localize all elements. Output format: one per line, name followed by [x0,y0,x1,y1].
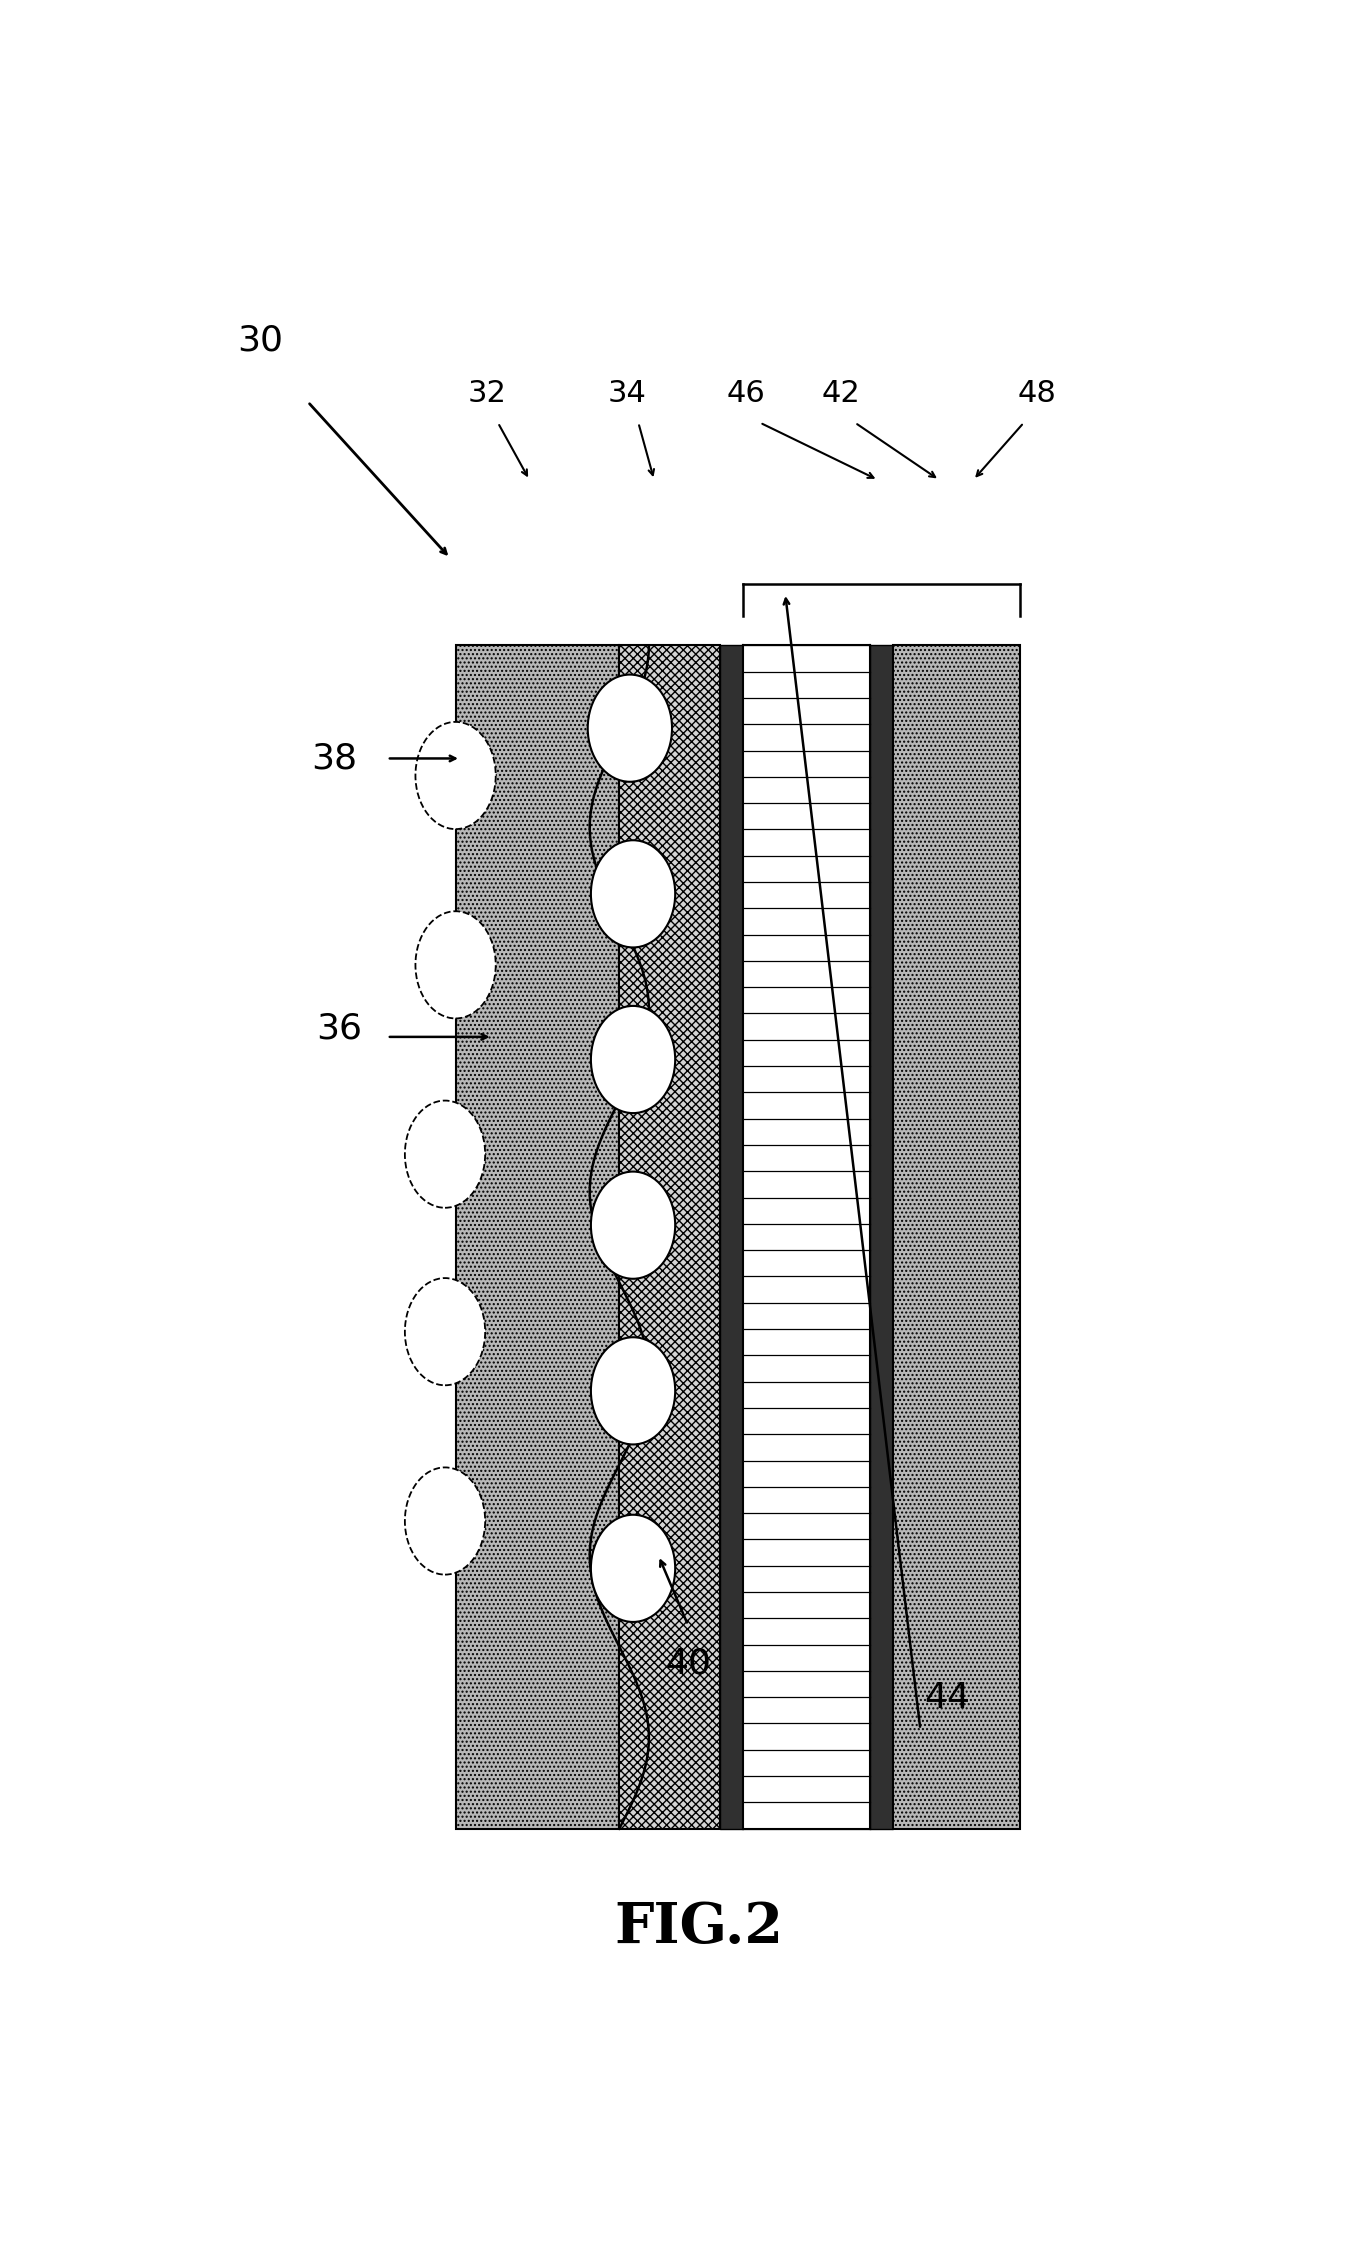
Text: 40: 40 [665,1645,711,1681]
Ellipse shape [587,673,672,782]
Text: 42: 42 [822,377,860,407]
Ellipse shape [416,911,496,1019]
Text: 36: 36 [316,1010,363,1044]
Bar [893,646,1020,1828]
Ellipse shape [592,1006,675,1114]
Bar [455,646,619,1828]
Bar [870,646,893,1828]
Ellipse shape [592,1514,675,1623]
Ellipse shape [592,1171,675,1279]
Ellipse shape [592,1338,675,1444]
Text: 44: 44 [924,1681,969,1715]
Text: 38: 38 [311,741,357,775]
Ellipse shape [405,1467,485,1575]
Text: FIG.2: FIG.2 [615,1901,782,1955]
Ellipse shape [405,1101,485,1207]
Ellipse shape [416,721,496,829]
Bar [743,646,870,1828]
Bar [619,646,720,1828]
Text: 48: 48 [1017,377,1056,407]
Text: 32: 32 [468,377,507,407]
Ellipse shape [592,841,675,947]
Bar [720,646,743,1828]
Ellipse shape [405,1279,485,1385]
Text: 30: 30 [237,323,284,357]
Text: 46: 46 [726,377,766,407]
Text: 34: 34 [608,377,646,407]
